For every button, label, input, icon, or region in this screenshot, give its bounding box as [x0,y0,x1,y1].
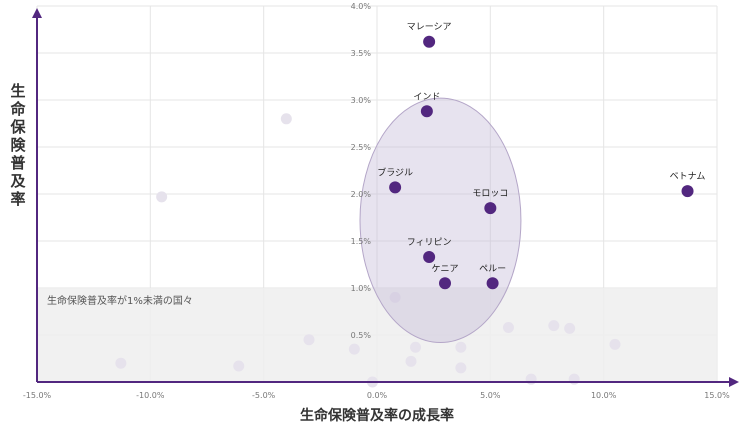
y-axis-title-char: 率 [10,190,25,208]
data-point [486,277,499,290]
y-tick-label: 1.5% [351,237,372,246]
background-point [389,291,401,303]
data-point [681,185,694,198]
data-point-label: ベトナム [670,171,706,182]
x-axis-arrow [729,377,739,387]
x-tick-label: 10.0% [591,391,617,400]
y-axis-title-char: 生 [10,82,25,100]
background-point [410,341,422,353]
y-tick-label: 2.5% [351,143,372,152]
data-point-label: マレーシア [407,23,452,33]
x-axis-title: 生命保険普及率の成長率 [300,407,454,424]
y-axis-title-char: 普 [10,154,25,172]
data-point [484,202,497,215]
y-axis-arrow [32,8,42,18]
x-tick-label: -10.0% [136,391,165,400]
background-point [455,341,467,353]
data-point [423,35,436,48]
y-tick-label: 0.5% [351,331,372,340]
y-tick-label: 1.0% [351,284,372,293]
background-point [115,357,127,369]
data-point [439,277,451,290]
y-axis-title-char: 保 [9,118,26,136]
background-point [502,321,514,333]
background-point [568,373,580,385]
highlight-circle [359,97,522,344]
data-point [423,250,436,263]
data-point-label: ブラジル [377,166,413,178]
y-tick-labels: 0.5% 1.0% 1.5% 2.0% 2.5% 3.0% 3.5% 4.0% [351,2,372,340]
x-tick-label: -15.0% [23,391,52,400]
background-point [609,338,621,350]
background-point [548,320,560,332]
low-penetration-band-label: 生命保険普及率が1%未満の国々 [47,294,193,307]
y-tick-label: 4.0% [351,2,372,11]
x-tick-label: 5.0% [480,391,501,400]
data-point [389,181,402,194]
y-axis-title-char: 険 [10,136,26,154]
y-axis-title-char: 命 [9,100,26,118]
data-point-label: インド [413,92,440,102]
grid-lines [36,5,718,382]
background-point [564,322,576,334]
background-point [405,355,417,367]
y-tick-label: 3.5% [351,49,372,58]
x-tick-labels: -15.0% -10.0% -5.0% 0.0% 5.0% 10.0% 15.0% [23,391,730,400]
background-point [525,373,537,385]
x-tick-label: -5.0% [252,391,276,400]
background-point [280,113,292,125]
y-axis-title: 生命保険普及率 [9,82,26,208]
data-point [420,105,433,118]
x-tick-label: 0.0% [367,391,388,400]
data-point-label: フィリピン [407,237,452,248]
y-axis-title-char: 及 [10,172,26,190]
data-point-label: ケニア [431,263,458,274]
axes [32,8,739,387]
background-point [455,362,467,374]
data-point-label: モロッコ [472,189,508,199]
low-penetration-band [37,288,717,382]
background-point [233,360,245,372]
y-tick-label: 3.0% [351,96,372,105]
y-tick-label: 2.0% [351,190,372,199]
data-point-label: ペルー [479,264,506,274]
background-point [348,343,360,355]
x-tick-label: 15.0% [704,391,730,400]
background-points [115,113,621,388]
background-point [156,191,168,203]
background-point [303,334,315,346]
